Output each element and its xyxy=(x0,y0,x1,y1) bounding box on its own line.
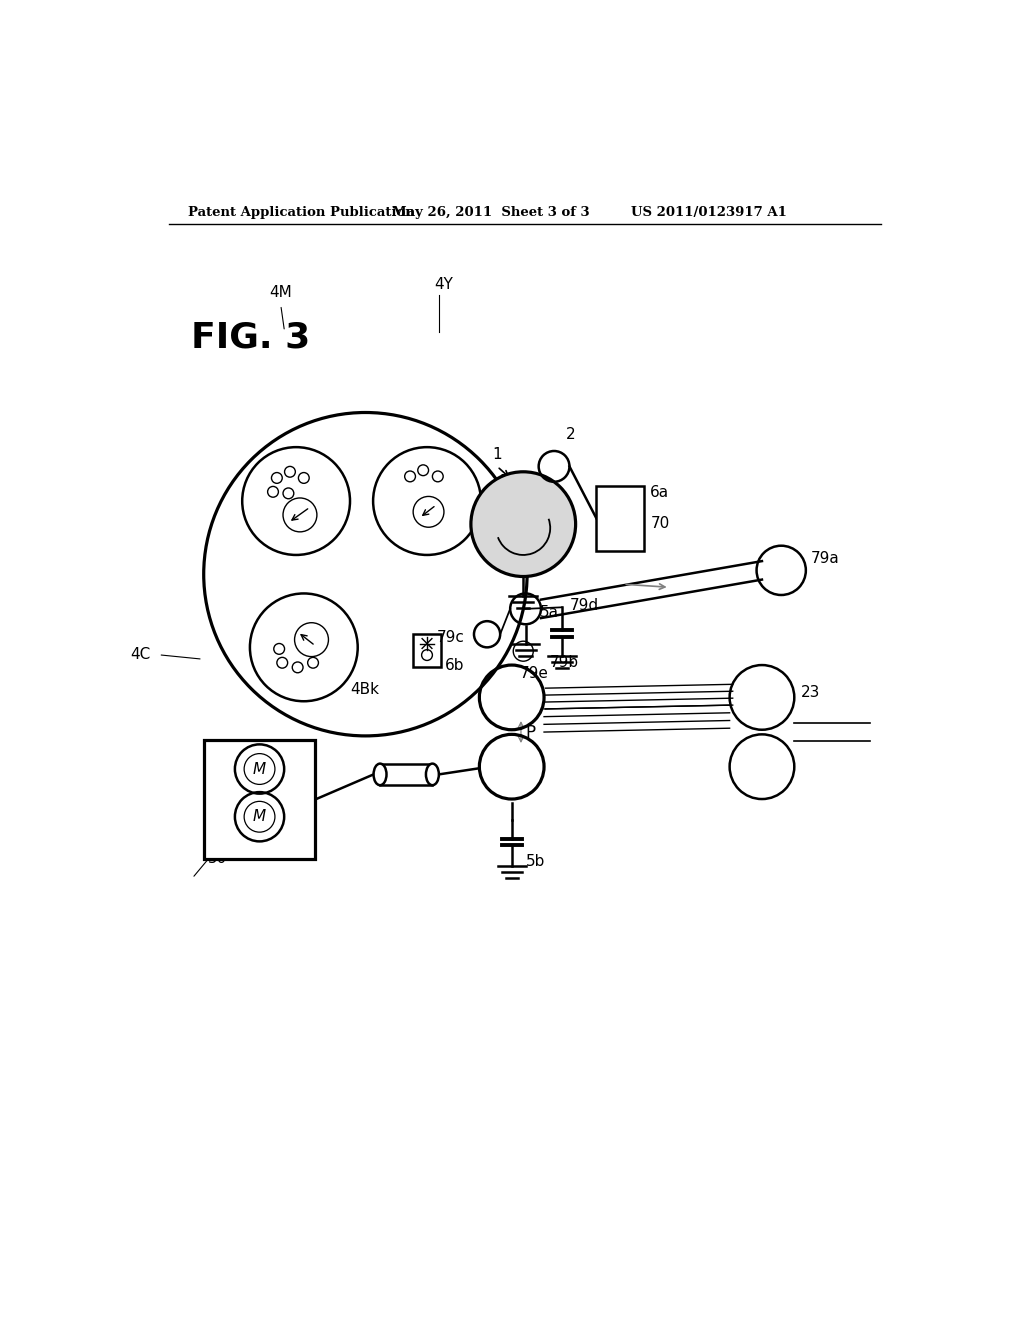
Text: May 26, 2011  Sheet 3 of 3: May 26, 2011 Sheet 3 of 3 xyxy=(392,206,590,219)
Circle shape xyxy=(471,471,575,577)
Text: M: M xyxy=(253,762,266,776)
Bar xyxy=(413,635,441,667)
Text: 5a: 5a xyxy=(540,605,558,619)
Text: 5b: 5b xyxy=(525,854,545,869)
Bar xyxy=(380,763,432,785)
Text: 79d: 79d xyxy=(569,598,599,612)
Text: 79a: 79a xyxy=(810,550,840,566)
Text: 79b: 79b xyxy=(550,655,580,669)
Text: 3: 3 xyxy=(490,482,501,496)
Text: 6b: 6b xyxy=(444,659,464,673)
Text: 2: 2 xyxy=(565,428,575,442)
Text: 23: 23 xyxy=(801,685,820,701)
Text: 79e: 79e xyxy=(519,667,548,681)
Text: Patent Application Publication: Patent Application Publication xyxy=(188,206,415,219)
Text: 4Y: 4Y xyxy=(435,277,454,292)
Text: FIG. 3: FIG. 3 xyxy=(190,321,310,354)
Text: P: P xyxy=(525,725,536,742)
Text: 4Bk: 4Bk xyxy=(350,681,379,697)
Ellipse shape xyxy=(426,763,439,785)
Text: M: M xyxy=(253,809,266,824)
Bar xyxy=(596,486,644,552)
Text: 50: 50 xyxy=(208,851,226,866)
Text: 70: 70 xyxy=(650,516,670,531)
Text: 4C: 4C xyxy=(131,647,151,661)
Text: 79c: 79c xyxy=(437,630,465,645)
Text: 4M: 4M xyxy=(269,285,292,300)
Bar xyxy=(204,739,315,859)
Text: 1: 1 xyxy=(493,446,502,462)
Text: 6a: 6a xyxy=(650,486,670,500)
Text: US 2011/0123917 A1: US 2011/0123917 A1 xyxy=(631,206,786,219)
Ellipse shape xyxy=(374,763,386,785)
